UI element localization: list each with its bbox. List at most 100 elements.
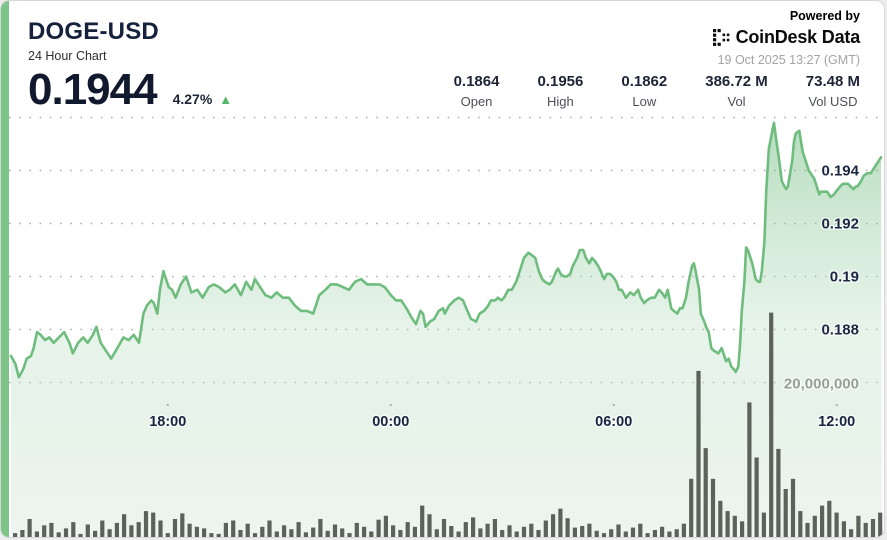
volume-bar [463, 522, 468, 537]
volume-bar [202, 528, 207, 537]
volume-bar [485, 523, 490, 537]
volume-bar [740, 521, 745, 537]
volume-bar [630, 527, 636, 537]
volume-bar [529, 523, 534, 537]
x-tick-dot [166, 404, 169, 406]
volume-bar [551, 514, 556, 537]
volume-bar [776, 448, 781, 537]
change-percent: 4.27% [172, 91, 213, 107]
volume-bar [754, 457, 759, 537]
volume-bar [398, 530, 403, 537]
volume-bar [769, 312, 774, 537]
volume-bar [616, 524, 621, 537]
axis-label: 20,000,000 [784, 376, 859, 393]
volume-bar [311, 527, 316, 537]
volume-bar [878, 512, 883, 537]
volume-bar [85, 524, 90, 537]
volume-bar [340, 528, 345, 537]
price-area [11, 122, 882, 537]
powered-by-label: Powered by [789, 9, 860, 23]
volume-bar [354, 522, 359, 537]
volume-bar [129, 525, 134, 537]
volume-bar [114, 522, 119, 537]
volume-bar [798, 511, 803, 537]
volume-bar [100, 520, 105, 537]
volume-bar [623, 531, 628, 537]
volume-bar [122, 514, 127, 537]
volume-bar [151, 512, 156, 537]
volume-bar [180, 513, 185, 537]
volume-bar [849, 529, 854, 537]
volume-bar [216, 533, 221, 537]
axis-label: 06:00 [595, 414, 632, 430]
volume-bar [143, 511, 149, 537]
volume-bar [652, 530, 657, 537]
volume-bar [391, 525, 396, 537]
volume-bar [863, 522, 868, 537]
volume-bar [536, 530, 541, 537]
volume-bar [165, 533, 170, 537]
chart-subtitle: 24 Hour Chart [28, 49, 107, 63]
volume-bar [812, 515, 817, 537]
stat-label: High [547, 94, 574, 109]
volume-bar [478, 528, 483, 537]
stat-item: 386.72 M Vol [705, 73, 768, 109]
volume-bar [609, 529, 614, 537]
volume-bar [681, 523, 686, 537]
volume-bar [209, 533, 214, 537]
volume-bar [303, 532, 308, 537]
volume-bar [492, 519, 497, 537]
stat-label: Vol USD [808, 94, 858, 109]
volume-bar [252, 533, 258, 537]
volume-bar [412, 526, 417, 537]
volume-bar [223, 522, 228, 537]
accent-stripe [1, 1, 9, 537]
stat-item: 0.1862 Low [621, 73, 667, 109]
volume-bar [805, 522, 810, 537]
volume-bar [834, 512, 839, 537]
stat-value: 0.1864 [453, 73, 500, 90]
axis-label: 0.19 [830, 269, 859, 286]
stat-label: Open [460, 94, 493, 109]
volume-bar [42, 525, 47, 537]
volume-bar [420, 505, 425, 537]
volume-bar [725, 511, 730, 537]
volume-bar [289, 529, 294, 537]
volume-bar [383, 515, 388, 537]
volume-bar [34, 531, 39, 537]
stat-label: Low [632, 94, 657, 109]
brand-row[interactable]: CoinDesk Data [712, 27, 860, 48]
volume-bar [49, 522, 54, 537]
axis-label: 00:00 [372, 414, 409, 430]
volume-bar [718, 500, 723, 537]
stat-item: 0.1864 Open [454, 73, 500, 109]
up-triangle-icon: ▲ [219, 91, 233, 107]
price-row: 0.1944 4.27% ▲ [28, 68, 232, 112]
volume-bar [78, 533, 83, 537]
volume-bar [136, 522, 141, 537]
volume-bar [362, 526, 367, 537]
axis-label: 0.194 [821, 163, 859, 180]
volume-bar [427, 514, 432, 537]
volume-bar [71, 522, 76, 537]
volume-bar [260, 526, 265, 537]
stat-item: 0.1956 High [537, 73, 583, 109]
x-tick-dot [835, 404, 838, 406]
header: DOGE-USD 24 Hour Chart 0.1944 4.27% ▲ [28, 18, 232, 112]
volume-bar [187, 523, 192, 537]
volume-bar [820, 505, 825, 537]
axis-label: 0.188 [821, 322, 859, 339]
volume-bar [601, 533, 607, 537]
timestamp: 19 Oct 2025 13:27 (GMT) [717, 53, 860, 67]
volume-bar [93, 530, 98, 537]
volume-bar [856, 515, 861, 537]
volume-bar [471, 517, 476, 537]
volume-bar [325, 530, 330, 537]
volume-bar [267, 520, 272, 537]
volume-bar [827, 500, 832, 537]
ohlc-stats-row: 0.1864 Open 0.1956 High 0.1862 Low 386.72 M Vol… [454, 73, 860, 109]
volume-bar [296, 522, 301, 537]
coindesk-logo-icon [712, 29, 729, 46]
volume-bar [732, 515, 737, 537]
